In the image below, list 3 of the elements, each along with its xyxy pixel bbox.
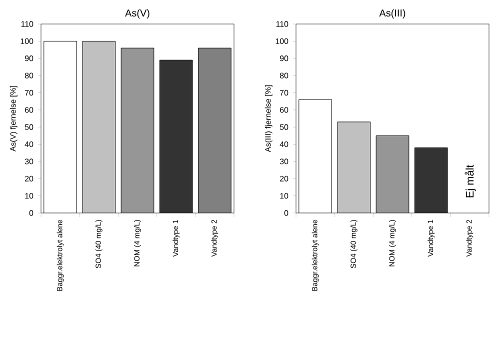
- chart-title: As(III): [379, 9, 406, 18]
- annotation: Ej målt: [464, 164, 476, 198]
- chart-title: As(V): [125, 9, 150, 18]
